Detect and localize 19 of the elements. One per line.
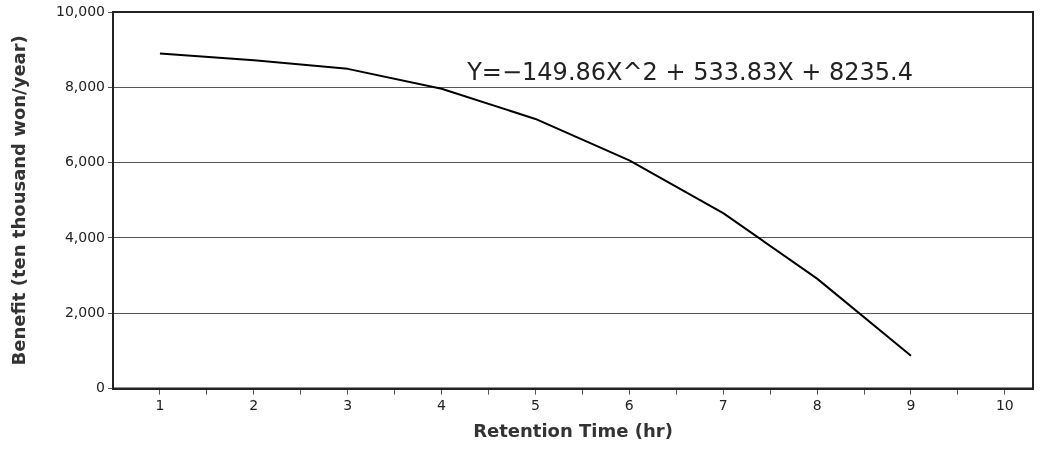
x-tick-label: 3 — [343, 396, 353, 413]
x-axis-title: Retention Time (hr) — [473, 419, 673, 441]
x-tick-label: 6 — [624, 396, 634, 413]
x-tick-label: 2 — [249, 396, 259, 413]
x-tick-label: 10 — [995, 396, 1014, 413]
y-tick-label: 2,000 — [64, 303, 105, 320]
x-tick-label: 1 — [155, 396, 165, 413]
x-tick-label: 9 — [906, 396, 916, 413]
y-tick-label: 10,000 — [56, 2, 105, 19]
y-tick-label: 0 — [96, 379, 105, 396]
y-axis-title: Benefit (ten thousand won/year) — [8, 35, 30, 366]
x-tick-label: 4 — [437, 396, 447, 413]
x-tick-label: 5 — [530, 396, 540, 413]
annotation: Y=−149.86X^2 + 533.83X + 8235.4 — [466, 58, 914, 87]
y-tick-label: 6,000 — [64, 153, 105, 170]
x-tick-label: 8 — [812, 396, 822, 413]
y-tick-label: 4,000 — [64, 228, 105, 245]
y-tick-label: 8,000 — [64, 77, 105, 94]
x-tick-label: 7 — [718, 396, 728, 413]
